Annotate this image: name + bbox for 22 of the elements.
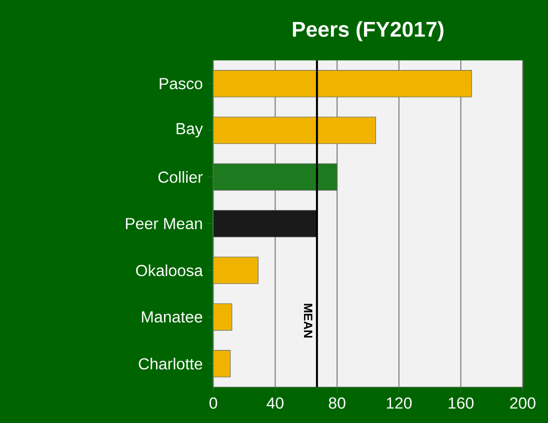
bar	[213, 163, 338, 191]
x-tick-label: 200	[510, 397, 536, 409]
bar	[213, 256, 258, 284]
ref-line-label: MEAN	[304, 304, 312, 338]
chart-title: Peers (FY2017)	[292, 21, 444, 42]
y-tick-label: Bay	[176, 123, 203, 138]
x-tick-label: 40	[266, 397, 284, 409]
bar	[213, 350, 231, 378]
bar	[213, 70, 472, 98]
y-tick-label: Charlotte	[138, 358, 202, 370]
y-tick-label: Pasco	[160, 78, 202, 90]
x-tick-label: 160	[448, 397, 474, 409]
x-tick-label: 120	[386, 397, 412, 409]
y-tick-label: Collier	[158, 171, 203, 183]
x-tick-label: 0	[210, 397, 218, 409]
x-tick-label: 80	[328, 397, 346, 409]
bar	[213, 116, 376, 144]
y-tick-label: Peer Mean	[126, 218, 202, 230]
bar	[213, 210, 318, 238]
y-tick-label: Okaloosa	[136, 264, 203, 276]
bar	[213, 303, 232, 331]
y-tick-label: Manatee	[142, 311, 202, 323]
